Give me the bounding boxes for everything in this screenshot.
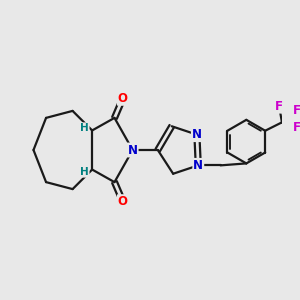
- Text: F: F: [292, 104, 300, 117]
- Text: F: F: [275, 100, 283, 113]
- Text: N: N: [192, 128, 202, 141]
- Text: H: H: [80, 123, 89, 133]
- Text: O: O: [118, 195, 128, 208]
- Text: H: H: [80, 167, 89, 177]
- Text: N: N: [128, 143, 138, 157]
- Text: N: N: [193, 159, 203, 172]
- Text: O: O: [118, 92, 128, 105]
- Text: F: F: [292, 121, 300, 134]
